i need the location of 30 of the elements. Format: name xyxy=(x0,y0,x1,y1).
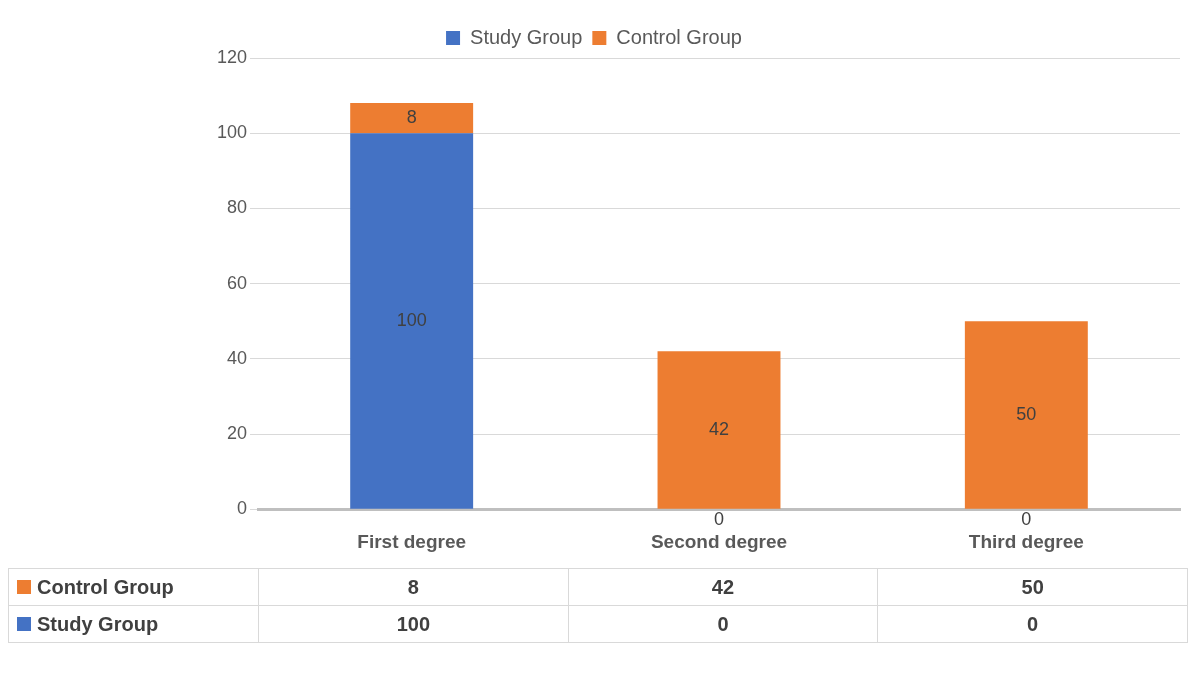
x-tick-label: Second degree xyxy=(650,530,788,552)
y-tick-label: 20 xyxy=(226,422,247,443)
data-label: 50 xyxy=(877,568,1188,606)
text: 0 xyxy=(1021,509,1032,530)
y-tick-label: 100 xyxy=(216,122,247,143)
bar xyxy=(350,133,474,509)
data-label: 0 xyxy=(568,605,878,643)
data-label: 42 xyxy=(568,568,878,606)
y-tick-label: 60 xyxy=(226,272,247,293)
text: Control Group xyxy=(37,575,174,598)
legend-label: Control Group xyxy=(616,25,742,48)
x-tick-label: First degree xyxy=(357,530,467,552)
text: 50 xyxy=(1016,403,1037,424)
legend-label: Study Group xyxy=(470,25,583,48)
text: 0 xyxy=(713,509,725,530)
y-tick-label: 0 xyxy=(236,498,247,519)
y-tick-label: 80 xyxy=(226,197,247,218)
y-tick-label: 40 xyxy=(226,347,247,368)
bar xyxy=(964,321,1088,509)
text: 42 xyxy=(708,418,730,439)
data-label: 0 xyxy=(877,605,1188,643)
data-label: 100 xyxy=(258,605,569,643)
text: 8 xyxy=(406,107,417,128)
y-tick-label: 120 xyxy=(216,46,247,67)
data-label: 8 xyxy=(258,568,569,606)
x-tick-label: Third degree xyxy=(968,530,1084,552)
text: 100 xyxy=(396,309,427,330)
text: Study Group xyxy=(37,612,159,635)
bar xyxy=(657,351,781,509)
bar xyxy=(350,103,474,134)
